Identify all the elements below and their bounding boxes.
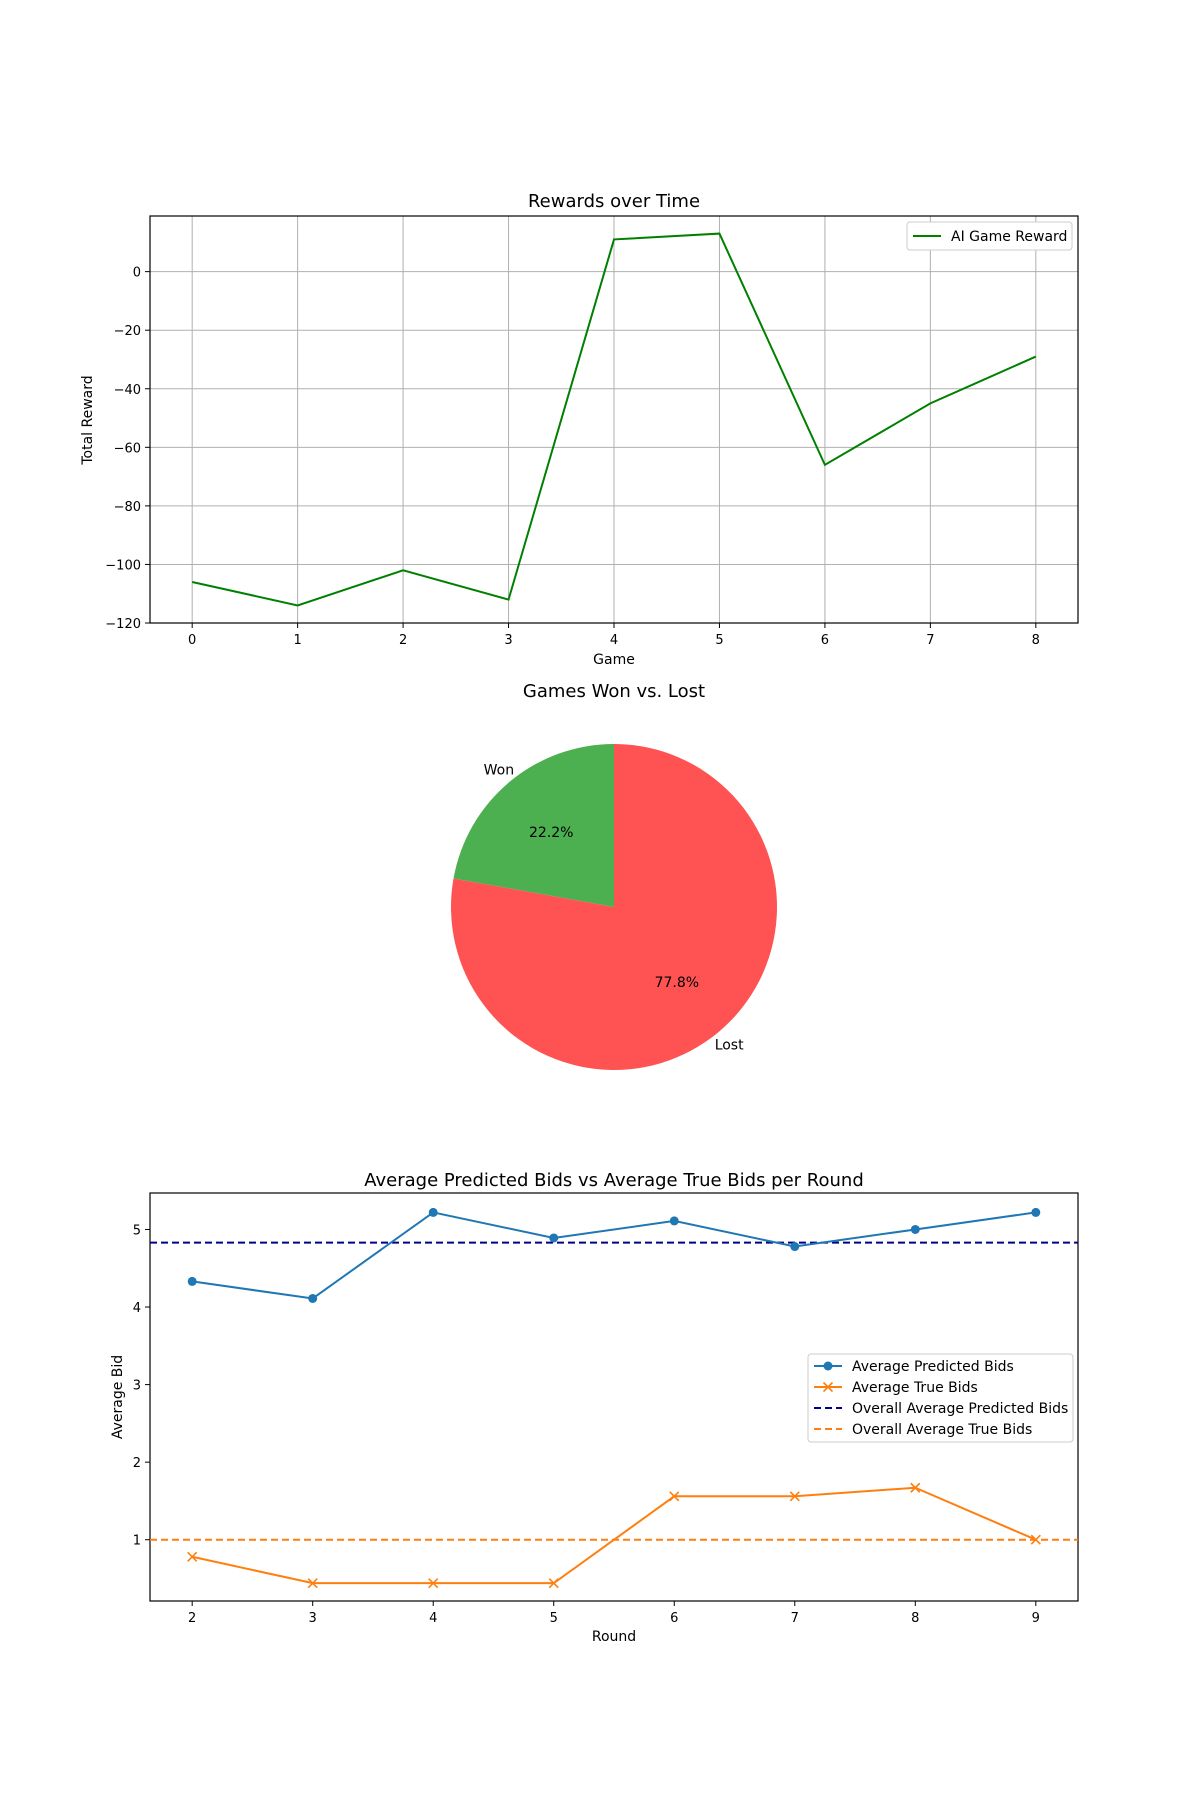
rewards-y-tick-label: −20 [114,324,141,339]
rewards-x-tick-label: 8 [1032,633,1040,648]
bids-true-point [428,1578,439,1589]
bids-predicted-point [428,1207,438,1217]
legend-swatch-marker [822,1381,834,1393]
bids-ticks: 2 3 4 5 6 7 8 9 1 2 3 4 5 [133,1223,1040,1626]
bids-predicted-point [790,1242,800,1252]
bids-true-point-stroke-b [669,1491,680,1502]
legend-label-predicted: Average Predicted Bids [852,1359,1014,1375]
bids-plot-frame [149,1192,1079,1602]
rewards-y-axis-label: Total Reward [80,375,96,465]
rewards-x-tick-label: 6 [821,633,829,648]
pie-slice-percent-won: 22.2% [529,825,573,841]
bids-true-point-stroke-b [789,1491,800,1502]
rewards-x-tick-label: 4 [610,633,618,648]
rewards-chart-title: Rewards over Time [528,191,700,212]
bids-x-tick-label: 3 [309,1611,317,1626]
bids-true-point [187,1551,198,1562]
rewards-series [191,232,1037,607]
rewards-legend: AI Game Reward [906,221,1073,251]
bids-x-tick-label: 6 [670,1611,678,1626]
bids-x-tick-label: 2 [188,1611,196,1626]
rewards-y-tick-label: −80 [114,500,141,515]
rewards-series-line [191,232,1037,607]
bids-true-point-stroke-b [307,1578,318,1589]
legend-swatch-marker [823,1361,833,1371]
bids-true-point-stroke-b [1030,1534,1041,1545]
pie-slice-lost [451,744,778,1070]
bids-chart: 2 3 4 5 6 7 8 9 1 2 3 4 5 Average Predicted Bids vs … [110,1170,1079,1645]
rewards-x-tick-label: 1 [293,633,301,648]
rewards-x-tick-label: 0 [188,633,196,648]
bids-true-point-stroke-b [910,1482,921,1493]
bids-x-tick-label: 9 [1032,1611,1040,1626]
bids-y-tick-label: 1 [133,1534,141,1549]
pie-slice-label-won: Won [484,763,514,779]
rewards-y-tick-label: −60 [114,441,141,456]
bids-x-tick-label: 7 [791,1611,799,1626]
rewards-ticks: 0 1 2 3 4 5 6 7 8 0 −20 −40 −60 −80 −100 −120 [105,266,1040,648]
legend-label-overall-true: Overall Average True Bids [852,1422,1032,1438]
pie-slice-label-lost: Lost [715,1037,744,1053]
rewards-chart: 0 1 2 3 4 5 6 7 8 0 −20 −40 −60 −80 −100 −120 Rewards o… [80,191,1079,668]
rewards-legend-label: AI Game Reward [951,229,1067,245]
bids-predicted-point [1031,1207,1041,1217]
bids-true-point [789,1491,800,1502]
bids-true-point-stroke-b [548,1578,559,1589]
bids-predicted-point [669,1216,679,1226]
bids-x-axis-label: Round [592,1629,636,1645]
pie-slices [451,744,778,1070]
bids-predicted-line [192,1211,1036,1300]
rewards-x-tick-label: 5 [715,633,723,648]
bids-series [187,1207,1041,1589]
bids-predicted-point [308,1293,318,1303]
pie-chart-title: Games Won vs. Lost [523,681,705,702]
legend-label-overall-predicted: Overall Average Predicted Bids [852,1401,1068,1417]
bids-y-tick-label: 5 [133,1223,141,1238]
bids-true-point-stroke-b [428,1578,439,1589]
rewards-x-tick-label: 2 [399,633,407,648]
bids-predicted-point [187,1276,197,1286]
bids-y-tick-label: 4 [133,1301,141,1316]
rewards-grid [150,216,1078,624]
bids-predicted-point [910,1224,920,1234]
rewards-x-axis-label: Game [593,652,635,668]
games-pie-chart: Games Won vs. Lost Won Lost 22.2% 77.8% [451,681,778,1070]
bids-x-tick-label: 4 [429,1611,437,1626]
bids-y-axis-label: Average Bid [110,1355,126,1439]
bids-true-point [669,1491,680,1502]
rewards-y-tick-label: −40 [114,383,141,398]
bids-predicted-point [549,1233,559,1243]
bids-x-tick-label: 5 [550,1611,558,1626]
rewards-y-tick-label: −100 [105,558,141,573]
bids-true-point [548,1578,559,1589]
legend-swatch-marker-stroke-b [822,1381,834,1393]
bids-chart-title: Average Predicted Bids vs Average True B… [364,1170,864,1191]
bids-legend: Average Predicted Bids Average True Bids… [807,1353,1074,1443]
pie-slice-won [453,744,614,907]
bids-x-tick-label: 8 [911,1611,919,1626]
bids-true-point-stroke-b [187,1551,198,1562]
rewards-legend-box [906,221,1073,251]
bids-y-tick-label: 2 [133,1456,141,1471]
rewards-y-tick-label: 0 [133,266,141,281]
bids-true-line [191,1486,1037,1585]
bids-y-tick-label: 3 [133,1379,141,1394]
bids-legend-swatches [814,1361,842,1430]
bids-true-point [1030,1534,1041,1545]
bids-legend-box [807,1353,1074,1443]
bids-true-point [910,1482,921,1493]
rewards-x-tick-label: 7 [926,633,934,648]
bids-true-point [307,1578,318,1589]
rewards-y-tick-label: −120 [105,617,141,632]
rewards-x-tick-label: 3 [504,633,512,648]
legend-label-true: Average True Bids [852,1380,978,1396]
pie-slice-percent-lost: 77.8% [655,975,699,991]
